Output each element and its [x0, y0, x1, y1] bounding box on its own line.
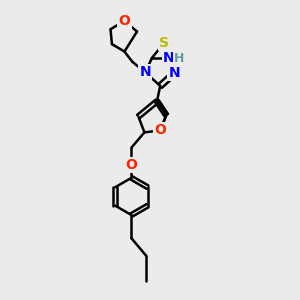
Text: N: N	[140, 65, 151, 80]
Text: H: H	[174, 52, 184, 64]
Text: N: N	[163, 51, 174, 65]
Text: O: O	[154, 124, 166, 137]
Text: O: O	[118, 14, 130, 28]
Text: O: O	[125, 158, 137, 172]
Text: N: N	[168, 66, 180, 80]
Text: S: S	[159, 36, 169, 50]
